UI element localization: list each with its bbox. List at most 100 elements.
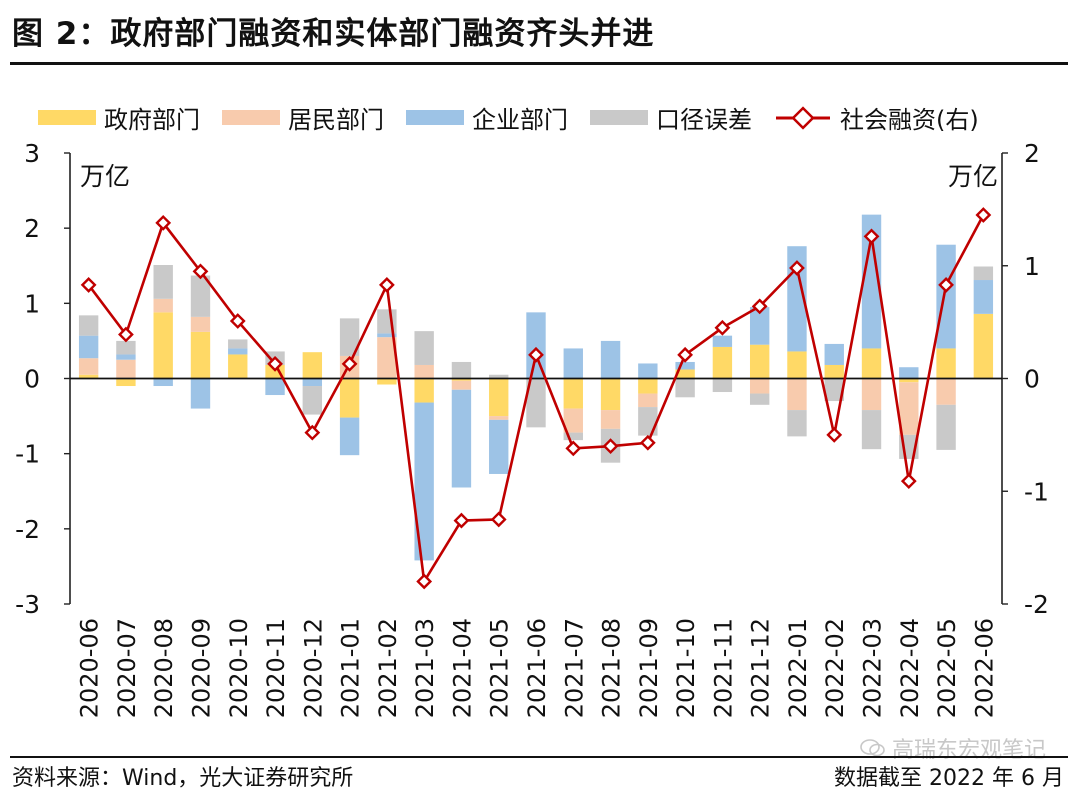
bar-政府部门-2022-06 xyxy=(973,313,994,379)
line-point-2021-11 xyxy=(714,319,731,336)
bar-口径误差-2021-10 xyxy=(675,378,695,398)
bar-居民部门-2021-08 xyxy=(600,410,621,429)
bar-口径误差-2021-07 xyxy=(563,432,583,441)
bar-政府部门-2021-09 xyxy=(638,378,658,394)
right-tick-label: 0 xyxy=(1024,365,1040,394)
wechat-icon xyxy=(860,739,885,757)
bar-居民部门-2022-05 xyxy=(936,378,956,405)
bar-口径误差-2020-06 xyxy=(78,315,99,336)
bar-口径误差-2021-09 xyxy=(638,407,658,436)
line-point-2022-06 xyxy=(975,207,992,223)
bar-口径误差-2022-05 xyxy=(936,404,956,450)
line-point-2021-06 xyxy=(528,346,544,363)
bar-企业部门-2021-11 xyxy=(712,335,733,347)
x-tick-label: 2021-01 xyxy=(337,618,365,718)
bar-企业部门-2021-03 xyxy=(414,402,434,561)
bar-居民部门-2021-05 xyxy=(489,416,509,420)
line-point-2020-10 xyxy=(229,313,246,329)
line-point-2021-01 xyxy=(341,355,358,372)
bar-居民部门-2021-04 xyxy=(451,380,472,390)
legend-label-error: 口径误差 xyxy=(656,106,752,134)
left-tick-label: 3 xyxy=(24,139,40,168)
bar-口径误差-2021-05 xyxy=(489,374,509,379)
x-tick-label: 2022-02 xyxy=(821,618,849,718)
bar-企业部门-2020-06 xyxy=(78,335,99,359)
bar-企业部门-2021-02 xyxy=(377,333,397,338)
bar-口径误差-2020-10 xyxy=(228,339,248,349)
bar-居民部门-2022-04 xyxy=(899,382,919,435)
bar-企业部门-2021-07 xyxy=(563,348,583,379)
bar-企业部门-2021-01 xyxy=(339,417,360,456)
bar-居民部门-2021-12 xyxy=(749,378,770,394)
x-tick-label: 2022-03 xyxy=(859,618,887,718)
x-tick-label: 2021-12 xyxy=(747,618,775,718)
bar-政府部门-2020-09 xyxy=(190,331,211,379)
watermark-text: 高瑞东宏观笔记 xyxy=(891,738,1046,763)
bar-政府部门-2022-03 xyxy=(861,348,882,379)
chart-title: 图 2：政府部门融资和实体部门融资齐头并进 xyxy=(12,16,655,52)
legend-line-marker-icon xyxy=(776,105,830,130)
x-tick-label: 2021-02 xyxy=(374,618,402,718)
bar-居民部门-2020-08 xyxy=(153,298,173,313)
bar-政府部门-2021-10 xyxy=(675,369,695,379)
x-tick-label: 2021-10 xyxy=(672,618,700,718)
bar-居民部门-2021-07 xyxy=(563,408,583,433)
bar-政府部门-2021-12 xyxy=(749,344,770,379)
bar-居民部门-2020-07 xyxy=(116,359,136,379)
left-tick-label: -1 xyxy=(15,440,40,469)
legend-item-enterprise: 企业部门 xyxy=(406,100,568,135)
x-tick-label: 2020-06 xyxy=(76,618,104,718)
bar-口径误差-2022-02 xyxy=(824,378,844,402)
line-point-2021-05 xyxy=(490,511,507,528)
bar-政府部门-2020-10 xyxy=(228,354,248,379)
bar-政府部门-2020-08 xyxy=(153,312,173,379)
bar-企业部门-2021-09 xyxy=(638,363,658,379)
right-tick-label: -1 xyxy=(1024,477,1049,506)
left-tick-label: -3 xyxy=(15,590,40,619)
x-tick-label: 2021-09 xyxy=(635,618,663,718)
bar-口径误差-2020-08 xyxy=(153,264,173,299)
line-point-2021-07 xyxy=(565,440,582,457)
legend-item-government: 政府部门 xyxy=(38,100,200,135)
bar-企业部门-2021-10 xyxy=(675,361,695,370)
bar-居民部门-2021-09 xyxy=(638,393,658,408)
bar-居民部门-2022-03 xyxy=(861,378,882,411)
bar-口径误差-2022-06 xyxy=(973,266,994,281)
footer-divider xyxy=(10,756,1068,758)
bar-政府部门-2020-12 xyxy=(302,352,323,379)
left-tick-label: 2 xyxy=(24,214,40,243)
bar-政府部门-2021-05 xyxy=(489,378,509,417)
line-point-2021-02 xyxy=(378,277,395,293)
x-tick-label: 2020-10 xyxy=(225,618,253,718)
x-tick-label: 2020-08 xyxy=(150,618,178,718)
x-tick-label: 2021-08 xyxy=(598,618,626,718)
bar-口径误差-2020-12 xyxy=(302,386,323,415)
line-point-2022-02 xyxy=(826,426,843,443)
line-point-2020-11 xyxy=(267,355,283,372)
bar-企业部门-2022-03 xyxy=(861,214,882,349)
bar-居民部门-2022-01 xyxy=(787,378,807,411)
line-point-2022-05 xyxy=(938,277,954,293)
legend-swatch-government xyxy=(38,110,96,125)
bar-企业部门-2022-06 xyxy=(973,280,994,314)
line-point-2021-03 xyxy=(416,573,433,590)
bar-企业部门-2021-06 xyxy=(526,312,546,379)
bar-政府部门-2021-01 xyxy=(339,378,360,418)
bar-政府部门-2021-11 xyxy=(712,346,733,379)
x-tick-label: 2021-07 xyxy=(560,618,588,718)
legend-item-household: 居民部门 xyxy=(222,100,384,135)
bar-企业部门-2020-11 xyxy=(265,378,285,396)
legend-swatch-enterprise xyxy=(406,110,464,125)
legend-label-social-financing: 社会融资(右) xyxy=(840,106,979,134)
bar-企业部门-2020-12 xyxy=(302,378,323,387)
bar-居民部门-2020-06 xyxy=(78,358,99,375)
bar-口径误差-2020-07 xyxy=(116,340,136,355)
line-point-2021-09 xyxy=(639,434,656,451)
watermark: 高瑞东宏观笔记 xyxy=(860,732,1046,764)
bar-企业部门-2020-09 xyxy=(190,378,211,409)
bar-口径误差-2021-11 xyxy=(712,378,733,393)
x-tick-label: 2021-06 xyxy=(523,618,551,718)
bar-居民部门-2021-02 xyxy=(377,337,397,379)
line-point-2021-10 xyxy=(677,346,694,363)
left-tick-label: 1 xyxy=(24,289,40,318)
